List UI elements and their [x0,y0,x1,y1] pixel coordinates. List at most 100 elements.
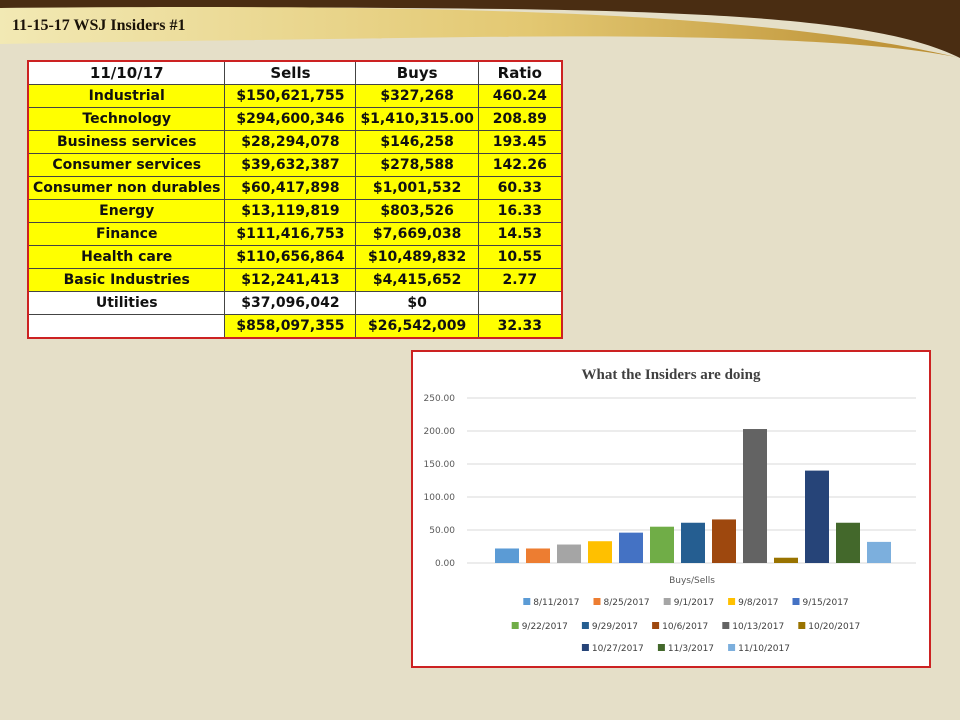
table-cell: Utilities [27,291,226,315]
table-header-row: 11/10/17 Sells Buys Ratio [27,60,563,85]
table-cell: Sells [224,60,357,85]
table-cell: $26,542,009 [355,314,479,339]
table-cell: $13,119,819 [224,199,357,223]
y-tick-label: 250.00 [424,394,456,404]
table-cell: $7,669,038 [355,222,479,246]
table-cell: $327,268 [355,84,479,108]
legend-label: 9/1/2017 [674,598,714,608]
table-cell: $146,258 [355,130,479,154]
table-cell: Industrial [27,84,226,108]
legend-swatch [722,622,730,629]
legend-label: 10/27/2017 [592,644,644,654]
table-cell: Consumer non durables [27,176,226,200]
table-cell: Finance [27,222,226,246]
table-cell: $110,656,864 [224,245,357,269]
table-cell [477,291,563,315]
table-cell: $37,096,042 [224,291,357,315]
table-cell: $858,097,355 [224,314,357,339]
table-cell: $39,632,387 [224,153,357,177]
table-cell: 11/10/17 [27,60,226,85]
table-cell: 460.24 [477,84,563,108]
legend-swatch [792,598,800,605]
table-cell: 2.77 [477,268,563,292]
legend-label: 10/6/2017 [662,622,708,632]
bar [588,541,612,563]
table-cell: $294,600,346 [224,107,357,131]
table-cell: $111,416,753 [224,222,357,246]
table-cell: 208.89 [477,107,563,131]
table-cell: $1,410,315.00 [355,107,479,131]
table-cell: $278,588 [355,153,479,177]
table-cell: 142.26 [477,153,563,177]
legend-label: 9/22/2017 [522,622,568,632]
table-row: Technology $294,600,346 $1,410,315.00 208.8… [27,107,563,131]
bar [681,522,705,563]
table-cell: $4,415,652 [355,268,479,292]
legend-swatch [652,622,660,629]
table-cell: Buys [355,60,479,85]
table-cell [27,314,226,339]
legend-swatch [728,598,736,605]
bar [619,532,643,563]
bar [867,541,891,563]
bar [650,526,674,563]
table-cell: 193.45 [477,130,563,154]
y-tick-label: 0.00 [435,559,455,569]
table-cell: Technology [27,107,226,131]
table-cell: 10.55 [477,245,563,269]
table-cell: Basic Industries [27,268,226,292]
insiders-table: 11/10/17 Sells Buys Ratio Industrial $150,621… [27,60,563,339]
table-row: Finance $111,416,753 $7,669,038 14.53 [27,222,563,246]
table-cell: 14.53 [477,222,563,246]
table-cell: Energy [27,199,226,223]
y-tick-label: 200.00 [424,427,456,437]
table-cell: Health care [27,245,226,269]
table-cell: $803,526 [355,199,479,223]
table-cell: $0 [355,291,479,315]
table-cell: $1,001,532 [355,176,479,200]
legend-swatch [511,622,519,629]
table-cell: 32.33 [477,314,563,339]
table-row: Industrial $150,621,755 $327,268 460.24 [27,84,563,108]
legend-label: 8/11/2017 [533,598,579,608]
table-row: Energy $13,119,819 $803,526 16.33 [27,199,563,223]
legend-label: 9/29/2017 [592,622,638,632]
bar [774,557,798,563]
y-tick-label: 50.00 [429,526,455,536]
y-tick-label: 150.00 [424,460,456,470]
table-row: Basic Industries $12,241,413 $4,415,652 2.7… [27,268,563,292]
legend-swatch [581,622,589,629]
legend-label: 9/8/2017 [738,598,778,608]
bar [712,519,736,563]
legend-swatch [593,598,601,605]
bar [836,522,860,563]
legend-label: 10/20/2017 [808,622,860,632]
legend-swatch [581,644,589,651]
table-row: Health care $110,656,864 $10,489,832 10.55 [27,245,563,269]
legend-label: 8/25/2017 [604,598,650,608]
legend-label: 9/15/2017 [803,598,849,608]
table-cell: $60,417,898 [224,176,357,200]
bar [805,470,829,563]
table-cell: $12,241,413 [224,268,357,292]
table-row: Business services $28,294,078 $146,258 193.… [27,130,563,154]
legend-label: 11/10/2017 [738,644,790,654]
table-row: Consumer services $39,632,387 $278,588 142.… [27,153,563,177]
table-cell: $10,489,832 [355,245,479,269]
legend-swatch [657,644,665,651]
legend-swatch [798,622,806,629]
y-tick-label: 100.00 [424,493,456,503]
table-cell: 16.33 [477,199,563,223]
table-cell: $150,621,755 [224,84,357,108]
bar-chart: What the Insiders are doing 0.00 50.00 100… [424,367,916,654]
chart-title: What the Insiders are doing [582,367,761,383]
slide-title: 11-15-17 WSJ Insiders #1 [12,17,186,34]
table-total-row: $858,097,355 $26,542,009 32.33 [27,314,563,339]
header-banner [0,0,960,58]
legend-label: 11/3/2017 [668,644,714,654]
bar [526,548,550,563]
legend-swatch [523,598,531,605]
chart-panel: What the Insiders are doing 0.00 50.00 100… [411,350,931,668]
table-cell: $28,294,078 [224,130,357,154]
table-row: Utilities $37,096,042 $0 [27,291,563,315]
